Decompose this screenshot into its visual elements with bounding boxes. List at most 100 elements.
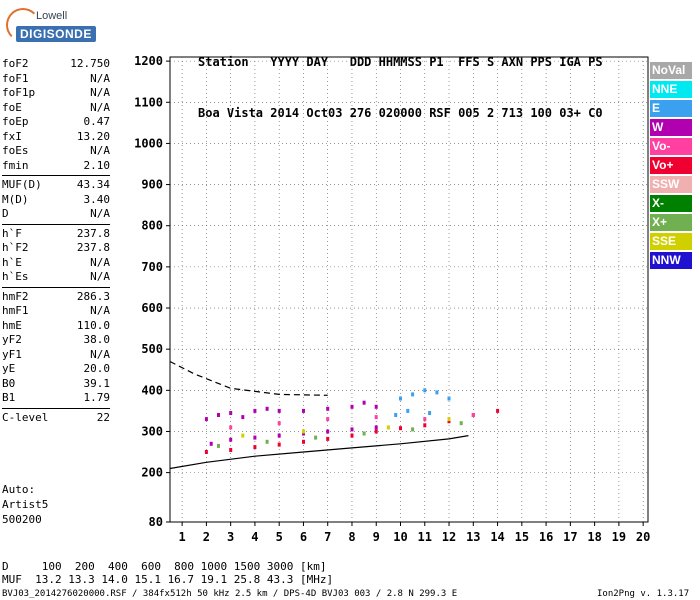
echo-point xyxy=(326,436,330,441)
param-value: 237.8 xyxy=(76,241,110,254)
echo-point xyxy=(204,450,208,454)
echo-point xyxy=(326,429,330,434)
y-tick-label: 800 xyxy=(141,219,163,233)
param-name: yE xyxy=(2,362,16,375)
echo-point xyxy=(423,388,427,393)
echo-point xyxy=(217,443,220,448)
param-name: h`F xyxy=(2,226,22,240)
param-value: N/A xyxy=(90,347,110,361)
param-name: MUF(D) xyxy=(2,178,42,191)
echo-point xyxy=(302,408,305,413)
param-name: h`Es xyxy=(2,270,29,283)
echo-point xyxy=(406,408,410,413)
param-row: M(D) 3.40 xyxy=(2,193,110,208)
param-separator xyxy=(2,286,110,288)
param-row: h`F 237.8 xyxy=(2,227,110,242)
echo-point xyxy=(217,413,220,417)
echo-point xyxy=(229,437,233,442)
polarization-legend: NoVal NNE E W Vo- Vo+ SSW X- X+ SSE NNW xyxy=(650,62,692,271)
auto-label: Auto: xyxy=(2,483,36,496)
param-name: B1 xyxy=(2,391,16,404)
x-tick-label: 2 xyxy=(203,530,210,544)
param-name: fmin xyxy=(2,158,29,172)
param-value: N/A xyxy=(90,270,110,283)
param-value: 20.0 xyxy=(83,362,111,375)
echo-point xyxy=(229,411,233,415)
param-name: h`F2 xyxy=(2,241,29,254)
echo-point xyxy=(241,433,245,438)
x-tick-label: 9 xyxy=(373,530,380,544)
param-row: D N/A xyxy=(2,207,110,222)
y-tick-label: 80 xyxy=(149,515,163,529)
param-row: h`F2 237.8 xyxy=(2,241,110,256)
param-value: 43.34 xyxy=(76,178,110,191)
echo-point xyxy=(229,425,233,430)
y-tick-label: 400 xyxy=(141,383,163,397)
param-row: fmin 2.10 xyxy=(2,159,110,174)
legend-item: NNW xyxy=(650,252,692,269)
param-value: 110.0 xyxy=(76,318,110,332)
param-name: C-level xyxy=(2,410,49,424)
x-tick-label: 11 xyxy=(418,530,432,544)
echo-point xyxy=(423,423,427,428)
param-name: hmF2 xyxy=(2,289,29,303)
plot-frame xyxy=(169,56,649,523)
param-row: foF1p N/A xyxy=(2,86,110,101)
param-separator xyxy=(2,223,110,225)
legend-item: Vo- xyxy=(650,138,692,155)
echo-point xyxy=(204,417,208,422)
legend-item: SSW xyxy=(650,176,692,193)
param-value: N/A xyxy=(90,100,110,114)
x-tick-label: 8 xyxy=(348,530,355,544)
artist-version: Artist5 xyxy=(2,498,49,511)
y-tick-label: 300 xyxy=(141,424,163,438)
param-row: hmF2 286.3 xyxy=(2,290,110,305)
echo-point xyxy=(428,411,432,415)
echo-point xyxy=(253,408,257,413)
y-tick-label: 1000 xyxy=(134,136,163,150)
x-tick-label: 17 xyxy=(563,530,577,544)
echo-point xyxy=(314,435,318,440)
x-tick-label: 20 xyxy=(636,530,650,544)
legend-item: X+ xyxy=(650,214,692,231)
param-row: foEp 0.47 xyxy=(2,115,110,130)
auto-scaling-info: Auto: Artist5 500200 xyxy=(2,482,48,527)
x-tick-label: 15 xyxy=(515,530,529,544)
param-value: N/A xyxy=(90,304,110,317)
param-value: 0.47 xyxy=(83,115,111,128)
y-tick-label: 200 xyxy=(141,466,163,480)
x-tick-label: 1 xyxy=(179,530,186,544)
echo-point xyxy=(399,396,402,401)
x-tick-label: 13 xyxy=(466,530,480,544)
param-row: h`Es N/A xyxy=(2,270,110,285)
echo-point xyxy=(209,441,213,446)
echo-point xyxy=(362,400,366,405)
param-separator xyxy=(2,175,110,176)
echo-point xyxy=(302,439,305,444)
x-tick-label: 10 xyxy=(393,530,407,544)
y-tick-label: 700 xyxy=(141,260,163,274)
param-row: MUF(D) 43.34 xyxy=(2,178,110,193)
header-row-values: Boa Vista 2014 Oct03 276 020000 RSF 005 … xyxy=(198,106,603,120)
echo-point xyxy=(386,425,390,430)
param-name: foF1p xyxy=(2,86,36,99)
param-value: 13.20 xyxy=(76,129,110,143)
param-name: yF2 xyxy=(2,333,22,346)
echo-point xyxy=(350,433,354,438)
echo-point xyxy=(435,390,439,395)
echo-point xyxy=(471,413,475,417)
param-row: foF1 N/A xyxy=(2,72,110,87)
echo-point xyxy=(411,427,415,432)
y-tick-label: 1200 xyxy=(134,54,163,68)
param-value: N/A xyxy=(90,144,110,157)
legend-item: SSE xyxy=(650,233,692,250)
param-name: foF2 xyxy=(2,57,29,70)
echo-point xyxy=(241,415,245,420)
echo-point xyxy=(326,406,330,411)
echo-point xyxy=(374,415,378,420)
echo-point xyxy=(374,429,378,434)
logo-arc-icon xyxy=(6,8,40,42)
param-name: hmE xyxy=(2,318,22,332)
param-name: foE xyxy=(2,100,22,114)
